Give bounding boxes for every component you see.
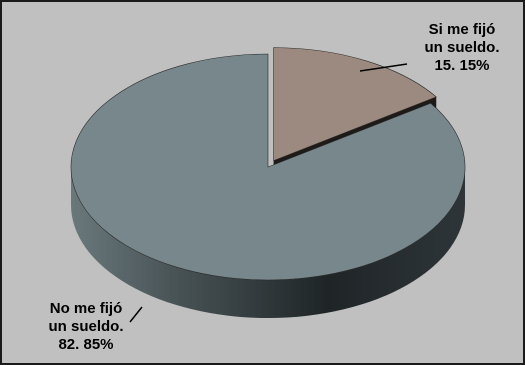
slice-label-line: No me fijó bbox=[50, 300, 123, 317]
pie-slice-1 bbox=[70, 53, 466, 281]
slice-label-line: 82. 85% bbox=[58, 336, 113, 353]
slice-label-0: Si me fijó un sueldo. 15. 15% bbox=[425, 21, 500, 74]
pie-slice-0 bbox=[273, 47, 437, 162]
slice-label-1: No me fijó un sueldo. 82. 85% bbox=[49, 300, 124, 353]
slice-label-line: Si me fijó bbox=[429, 21, 496, 38]
leader-line-0 bbox=[359, 63, 408, 72]
slice-label-line: un sueldo. bbox=[49, 318, 124, 335]
slice-label-line: un sueldo. bbox=[425, 39, 500, 56]
leader-line-1 bbox=[129, 306, 143, 323]
slice-label-line: 15. 15% bbox=[434, 57, 489, 74]
pie-slice-side-1 bbox=[71, 167, 465, 318]
